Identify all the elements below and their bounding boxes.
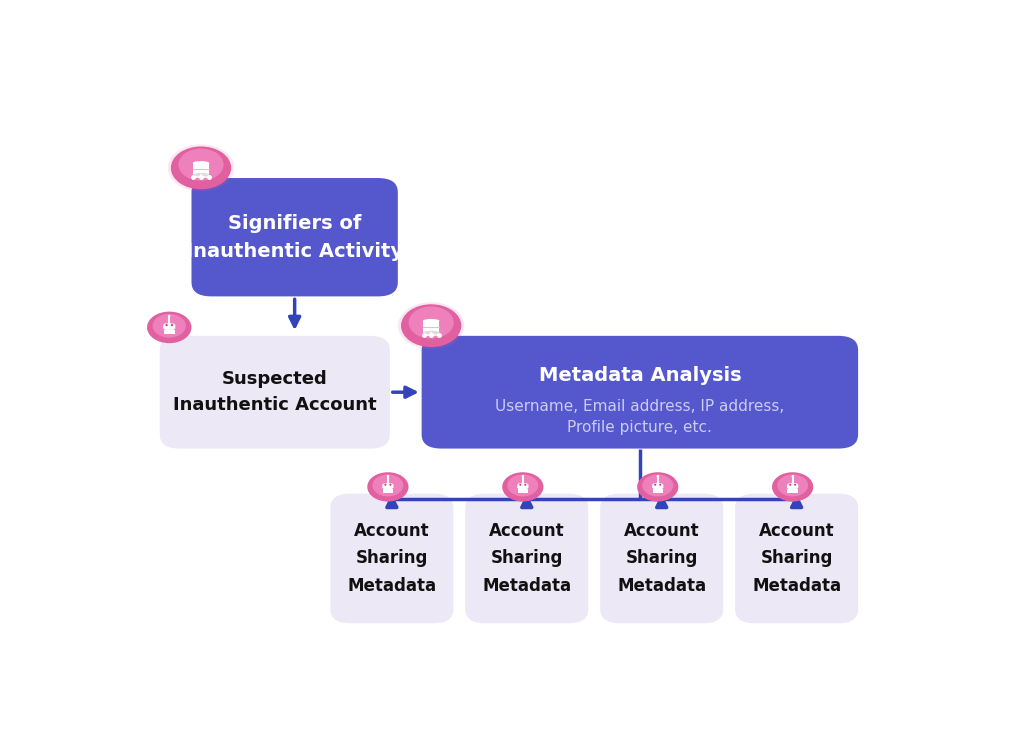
Circle shape [178,149,223,181]
Circle shape [409,307,454,338]
Ellipse shape [423,319,439,323]
FancyBboxPatch shape [465,493,588,624]
FancyBboxPatch shape [383,489,393,493]
Circle shape [502,472,544,501]
Ellipse shape [387,476,389,477]
Ellipse shape [654,484,656,486]
Ellipse shape [193,173,209,176]
Ellipse shape [423,331,439,335]
Ellipse shape [519,484,521,486]
FancyBboxPatch shape [652,483,664,489]
Ellipse shape [166,324,168,326]
FancyBboxPatch shape [787,489,798,493]
FancyBboxPatch shape [422,336,858,449]
Circle shape [398,302,464,349]
Circle shape [777,474,808,496]
Circle shape [147,312,191,343]
Text: Signifiers of
Inauthentic Activity: Signifiers of Inauthentic Activity [186,214,403,261]
Text: Account
Sharing
Metadata: Account Sharing Metadata [752,522,841,595]
FancyBboxPatch shape [600,493,723,624]
Text: Username, Email address, IP address,
Profile picture, etc.: Username, Email address, IP address, Pro… [496,399,784,435]
FancyBboxPatch shape [160,336,390,449]
Circle shape [153,314,186,337]
FancyBboxPatch shape [652,489,663,493]
Circle shape [642,474,673,496]
Ellipse shape [790,484,792,486]
Text: Suspected
Inauthentic Account: Suspected Inauthentic Account [173,370,377,414]
FancyBboxPatch shape [787,483,799,489]
Circle shape [373,474,403,496]
FancyBboxPatch shape [193,163,209,175]
FancyBboxPatch shape [164,330,175,335]
Circle shape [171,146,231,190]
Ellipse shape [168,315,171,317]
Ellipse shape [171,324,173,326]
Circle shape [772,472,813,501]
Text: Account
Sharing
Metadata: Account Sharing Metadata [347,522,436,595]
FancyBboxPatch shape [331,493,454,624]
Circle shape [637,472,678,501]
Ellipse shape [524,484,526,486]
Ellipse shape [659,484,662,486]
Ellipse shape [795,484,796,486]
FancyBboxPatch shape [191,178,397,296]
Circle shape [507,474,539,496]
Ellipse shape [193,161,209,165]
FancyBboxPatch shape [517,483,528,489]
FancyBboxPatch shape [518,489,528,493]
Text: Account
Sharing
Metadata: Account Sharing Metadata [482,522,571,595]
FancyBboxPatch shape [163,324,175,330]
Ellipse shape [656,476,659,477]
FancyBboxPatch shape [423,321,439,332]
Text: Metadata Analysis: Metadata Analysis [539,366,741,385]
Circle shape [368,472,409,501]
Circle shape [168,144,234,192]
FancyBboxPatch shape [735,493,858,624]
Circle shape [401,305,461,347]
Ellipse shape [384,484,386,486]
Ellipse shape [792,476,794,477]
Ellipse shape [389,484,391,486]
Text: Account
Sharing
Metadata: Account Sharing Metadata [617,522,707,595]
Ellipse shape [521,476,524,477]
FancyBboxPatch shape [382,483,393,489]
